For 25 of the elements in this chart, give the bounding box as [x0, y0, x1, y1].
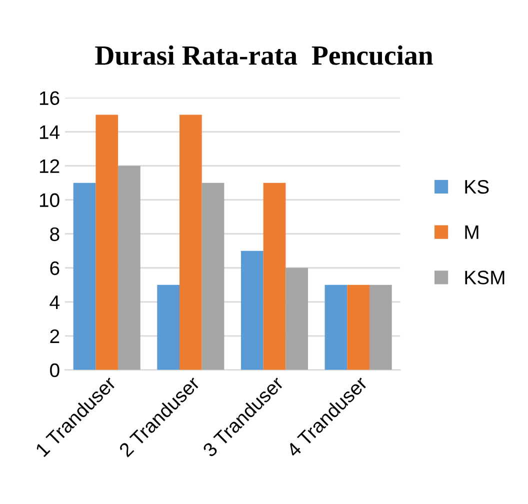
bar	[286, 268, 308, 370]
bar	[369, 284, 392, 370]
bar	[73, 182, 96, 370]
bar	[157, 284, 180, 370]
y-tick-label: 6	[50, 261, 60, 276]
bar	[202, 182, 224, 370]
y-tick-label: 10	[40, 193, 60, 208]
legend-label: M	[465, 226, 478, 239]
bar	[263, 182, 286, 370]
y-tick-label: 0	[50, 363, 60, 378]
y-tick-label: 2	[50, 329, 60, 343]
bar	[96, 114, 118, 370]
y-tick-label: 12	[40, 159, 60, 173]
chart-title: Durasi Rata-rata Pencucian	[95, 45, 433, 65]
y-tick-label: 4	[50, 296, 60, 309]
y-tick-label: 14	[40, 125, 60, 139]
bar	[118, 166, 140, 370]
legend-label: KSM	[465, 270, 504, 284]
bar	[180, 114, 202, 370]
bar	[324, 284, 348, 370]
bar	[347, 284, 370, 370]
y-tick-label: 16	[40, 91, 60, 106]
legend-label: KS	[465, 180, 489, 194]
y-tick-label: 8	[50, 227, 60, 242]
bar	[240, 250, 264, 370]
